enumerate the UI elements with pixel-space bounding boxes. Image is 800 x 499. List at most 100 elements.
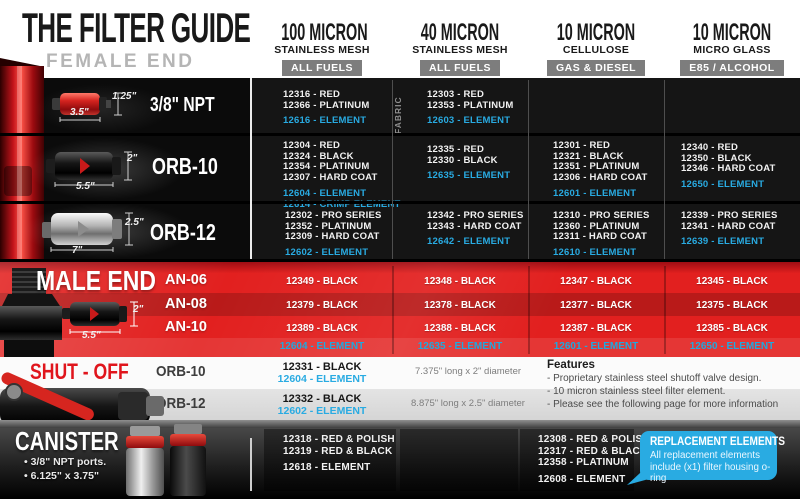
row-divider xyxy=(0,133,800,136)
replacement-elements-callout xyxy=(640,431,777,480)
text-line: 12353 - PLATINUM xyxy=(427,99,514,111)
callout-title: REPLACEMENT ELEMENTS xyxy=(650,436,785,448)
cell-orb12-40micron: 12342 - PRO SERIES 12343 - HARD COAT 1264… xyxy=(427,210,524,248)
text-line: • 3/8" NPT ports. xyxy=(24,456,107,468)
row-label-npt: 3/8" NPT xyxy=(150,94,215,116)
part-numbers: 12301 - RED 12321 - BLACK 12351 - PLATINUM… xyxy=(553,140,648,184)
text-line: 12610 - ELEMENT xyxy=(553,247,637,259)
text-line: 12618 - ELEMENT xyxy=(283,462,371,473)
cell-orb10-microglass: 12340 - RED 12350 - BLACK 12346 - HARD COA… xyxy=(681,142,776,191)
element-numbers: 12608 - ELEMENT xyxy=(538,474,650,486)
element-numbers: 12616 - ELEMENT xyxy=(283,116,369,127)
micron-label: 10 MICRON xyxy=(692,19,772,46)
text-line: 12354 - PLATINUM xyxy=(283,161,370,173)
text-line: 12311 - HARD COAT xyxy=(553,231,648,243)
canister-cell-bg xyxy=(264,429,396,491)
part-numbers: 12304 - RED 12324 - BLACK 12354 - PLATINUM… xyxy=(283,140,401,184)
shutoff-orb10-label: ORB-10 xyxy=(156,363,206,380)
text-line: 12316 - RED xyxy=(283,89,341,100)
row-label-orb10: ORB-10 xyxy=(152,153,218,179)
an06-label: AN-06 xyxy=(165,272,207,288)
media-label: MICRO GLASS xyxy=(693,44,771,56)
male-fitting-photo xyxy=(0,268,62,358)
element-numbers: 12610 - ELEMENT xyxy=(553,247,650,259)
text-line: - Please see the following page for more… xyxy=(547,399,779,410)
an10-label: AN-10 xyxy=(165,319,207,335)
shutoff-orb10-dims: 7.375" long x 2" diameter xyxy=(414,366,522,377)
part-numbers: 12318 - RED & POLISH 12319 - RED & BLACK xyxy=(283,434,395,457)
text-line: 12602 - ELEMENT xyxy=(285,247,369,259)
part-numbers: 12340 - RED 12350 - BLACK 12346 - HARD COA… xyxy=(681,142,776,175)
micron-label: 40 MICRON xyxy=(420,19,500,46)
media-label: STAINLESS MESH xyxy=(412,44,508,56)
shutoff-orb12-dims: 8.875" long x 2.5" diameter xyxy=(411,398,525,409)
header-band xyxy=(0,0,800,78)
callout-body: All replacement elements include (x1) fi… xyxy=(650,450,771,484)
cell-an08-microglass: 12375 - BLACK xyxy=(696,300,768,311)
cell-an06-100micron: 12349 - BLACK xyxy=(286,276,358,287)
shutoff-orb10-part: 12331 - BLACK xyxy=(282,361,362,373)
text-line: 12352 - PLATINUM xyxy=(285,220,372,232)
element-numbers: 12618 - ELEMENT xyxy=(283,462,395,474)
cell-an06-cellulose: 12347 - BLACK xyxy=(560,276,632,287)
section-divider xyxy=(0,259,800,262)
text-line: 12317 - RED & BLACK xyxy=(538,445,648,457)
text-line: 12321 - BLACK xyxy=(553,150,624,162)
an08-label: AN-08 xyxy=(165,296,207,312)
text-line: - 10 micron stainless steel filter eleme… xyxy=(547,386,726,397)
element-numbers: 12642 - ELEMENT xyxy=(427,237,524,248)
cell-orb12-microglass: 12339 - PRO SERIES 12341 - HARD COAT 1263… xyxy=(681,210,778,248)
orb12-height-dim: 2.5" xyxy=(125,217,144,228)
cell-npt-100micron: 12316 - RED 12366 - PLATINUM 12616 - ELEM… xyxy=(283,89,369,127)
text-line: 12303 - RED xyxy=(427,89,485,100)
part-numbers: 12310 - PRO SERIES 12360 - PLATINUM 12311 … xyxy=(553,210,650,243)
cell-an08-cellulose: 12377 - BLACK xyxy=(560,300,632,311)
red-filter-photo xyxy=(0,58,44,262)
element-numbers: 12650 - ELEMENT xyxy=(681,179,776,191)
cell-male-element-40micron: 12635 - ELEMENT xyxy=(417,341,503,352)
cell-npt-40micron: 12303 - RED 12353 - PLATINUM 12603 - ELEM… xyxy=(427,89,514,127)
text-line: 12330 - BLACK xyxy=(427,154,498,166)
element-numbers: 12601 - ELEMENT xyxy=(553,188,648,200)
text-line: 12343 - HARD COAT xyxy=(427,220,522,232)
row-divider xyxy=(0,201,800,204)
text-line: 12614 - CRIMP ELEMENT xyxy=(283,198,401,210)
features-title: Features xyxy=(547,359,595,371)
part-numbers: 12302 - PRO SERIES 12352 - PLATINUM 12309 … xyxy=(285,210,382,243)
column-divider xyxy=(664,80,665,260)
text-line: 12324 - BLACK xyxy=(283,150,354,162)
male-length-dim: 5.5" xyxy=(82,330,101,341)
part-numbers: 12335 - RED 12330 - BLACK xyxy=(427,144,510,166)
cell-an06-40micron: 12348 - BLACK xyxy=(424,276,496,287)
cell-orb10-100micron: 12304 - RED 12324 - BLACK 12354 - PLATINUM… xyxy=(283,140,401,210)
micron-label: 100 MICRON xyxy=(281,19,368,46)
female-end-subtitle: FEMALE END xyxy=(46,51,195,72)
canister-title: CANISTER xyxy=(15,426,119,456)
text-line: 12342 - PRO SERIES xyxy=(427,210,524,221)
cell-an10-40micron: 12388 - BLACK xyxy=(424,323,496,334)
text-line: 12346 - HARD COAT xyxy=(681,163,776,175)
text-line: 12307 - HARD COAT xyxy=(283,172,378,184)
cell-orb12-cellulose: 12310 - PRO SERIES 12360 - PLATINUM 12311 … xyxy=(553,210,650,259)
column-header-10-micron-cellulose: 10 MICRON CELLULOSE GAS & DIESEL xyxy=(528,21,664,76)
shutoff-orb12-part: 12332 - BLACK xyxy=(282,393,362,405)
text-line: 12635 - ELEMENT xyxy=(427,170,511,182)
fuel-badge: ALL FUELS xyxy=(281,60,363,76)
features-list: - Proprietary stainless steel shutoff va… xyxy=(547,372,778,411)
part-numbers: 12308 - RED & POLISH 12317 - RED & BLACK 1… xyxy=(538,434,650,469)
text-line: 12308 - RED & POLISH xyxy=(538,434,650,445)
cell-canister-cellulose: 12308 - RED & POLISH 12317 - RED & BLACK 1… xyxy=(538,434,650,485)
text-line: 12360 - PLATINUM xyxy=(553,220,640,232)
fabric-note: FABRIC xyxy=(393,96,403,134)
text-line: 12306 - HARD COAT xyxy=(553,172,648,184)
cell-orb12-100micron: 12302 - PRO SERIES 12352 - PLATINUM 12309 … xyxy=(285,210,382,259)
text-line: 12351 - PLATINUM xyxy=(553,161,640,173)
fuel-badge: ALL FUELS xyxy=(419,60,501,76)
media-label: CELLULOSE xyxy=(562,44,630,56)
cell-male-element-microglass: 12650 - ELEMENT xyxy=(689,341,775,352)
text-line: 12319 - RED & BLACK xyxy=(283,445,393,457)
orb10-length-dim: 5.5" xyxy=(76,181,95,192)
text-line: 12335 - RED xyxy=(427,144,485,155)
media-label: STAINLESS MESH xyxy=(274,44,370,56)
